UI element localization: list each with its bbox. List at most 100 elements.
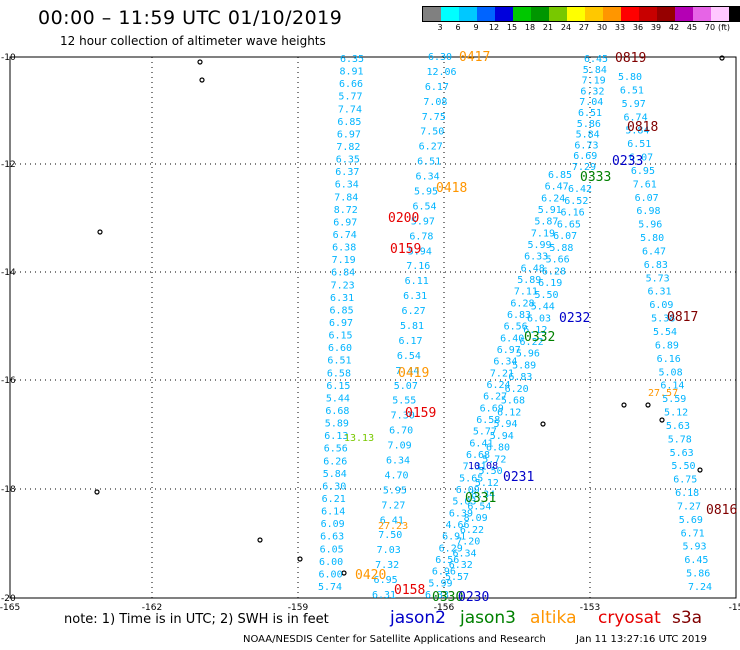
island-outline bbox=[645, 402, 651, 408]
swh-value: 7.19 bbox=[531, 228, 555, 239]
colorbar-tick-label: 12 bbox=[488, 23, 500, 32]
swh-value: 6.34 bbox=[386, 456, 410, 467]
swh-value: 6.54 bbox=[397, 351, 421, 362]
colorbar-tick-label: 70 bbox=[704, 23, 716, 32]
swh-value: 6.80 bbox=[486, 443, 510, 454]
swh-value: 5.50 bbox=[534, 290, 558, 301]
colorbar-cell bbox=[621, 7, 639, 21]
colorbar-cell bbox=[657, 7, 675, 21]
swh-value: 6.22 bbox=[460, 525, 484, 536]
colorbar-tick-label: 42 bbox=[668, 23, 680, 32]
colorbar-tick-label: 18 bbox=[524, 23, 536, 32]
swh-value: 7.50 bbox=[378, 530, 402, 541]
pass-label-altika: 0417 bbox=[459, 50, 490, 65]
swh-value: 6.27 bbox=[483, 392, 507, 403]
swh-value: 5.12 bbox=[475, 478, 499, 489]
swh-value: 7.44 bbox=[395, 366, 419, 377]
swh-value: 7.27 bbox=[381, 500, 405, 511]
footer-timestamp: Jan 11 13:27:16 UTC 2019 bbox=[576, 634, 708, 645]
lat-tick-label: -12 bbox=[1, 160, 16, 170]
swh-value: 7.75 bbox=[422, 112, 446, 123]
colorbar-tick-label: 36 bbox=[632, 23, 644, 32]
swh-value: 5.80 bbox=[618, 72, 642, 83]
colorbar-cell bbox=[531, 7, 549, 21]
swh-value: 5.73 bbox=[646, 273, 670, 284]
swh-value: 4.66 bbox=[446, 520, 470, 531]
swh-value: 6.19 bbox=[538, 278, 562, 289]
lon-tick-label: -156 bbox=[434, 603, 455, 613]
swh-value: 7.09 bbox=[388, 441, 412, 452]
swh-value: 6.22 bbox=[520, 337, 544, 348]
colorbar-tick-label: 27 bbox=[578, 23, 590, 32]
swh-value: 7.19 bbox=[582, 76, 606, 87]
swh-value: 6.91 bbox=[442, 532, 466, 543]
swh-value: 6.18 bbox=[675, 488, 699, 499]
pass-label-cryosat: 0158 bbox=[394, 583, 425, 598]
swh-value: 6.66 bbox=[339, 79, 363, 90]
island-outline bbox=[341, 570, 347, 576]
swh-value: 5.44 bbox=[531, 302, 555, 313]
swh-value: 6.05 bbox=[320, 544, 344, 555]
swh-value: 7.21 bbox=[490, 368, 514, 379]
swh-value: 6.26 bbox=[323, 456, 347, 467]
swh-value: 6.14 bbox=[321, 507, 345, 518]
page-title: 00:00 – 11:59 UTC 01/10/2019 bbox=[38, 7, 343, 29]
swh-value: 6.56 bbox=[435, 555, 459, 566]
swh-value: 5.91 bbox=[538, 205, 562, 216]
swh-value: 6.09 bbox=[321, 519, 345, 530]
swh-value: 5.80 bbox=[640, 233, 664, 244]
swh-value: 5.65 bbox=[459, 473, 483, 484]
colorbar-tick-label: 24 bbox=[560, 23, 572, 32]
swh-value: 6.51 bbox=[620, 85, 644, 96]
swh-value: 6.51 bbox=[327, 356, 351, 367]
swh-value: 6.97 bbox=[329, 318, 353, 329]
swh-value: 5.07 bbox=[394, 381, 418, 392]
swh-value: 5.89 bbox=[517, 275, 541, 286]
swh-value: 6.15 bbox=[326, 381, 350, 392]
swh-value: 6.98 bbox=[636, 206, 660, 217]
legend-jason3: jason3 bbox=[460, 608, 516, 628]
swh-value: 5.63 bbox=[666, 421, 690, 432]
swh-value: 6.95 bbox=[374, 575, 398, 586]
swh-value: 8.09 bbox=[464, 513, 488, 524]
swh-value: 6.31 bbox=[403, 291, 427, 302]
swh-value: 7.29 bbox=[572, 162, 596, 173]
swh-value: 5.38 bbox=[651, 314, 675, 325]
swh-value: 6.27 bbox=[419, 142, 443, 153]
swh-value-high: 27.23 bbox=[378, 521, 408, 532]
swh-value: 5.72 bbox=[482, 454, 506, 465]
colorbar-cell bbox=[423, 7, 441, 21]
swh-value: 6.68 bbox=[325, 406, 349, 417]
swh-value: 5.89 bbox=[325, 419, 349, 430]
swh-value: 6.35 bbox=[336, 155, 360, 166]
pass-label-jason3: 0332 bbox=[524, 330, 555, 345]
swh-value: 6.33 bbox=[425, 590, 449, 601]
swh-value: 6.09 bbox=[649, 300, 673, 311]
swh-value: 5.54 bbox=[653, 327, 677, 338]
pass-label-altika: 0420 bbox=[355, 568, 386, 583]
swh-value-high: 27.57 bbox=[648, 388, 678, 399]
swh-value: 6.17 bbox=[425, 82, 449, 93]
swh-value: 6.51 bbox=[417, 157, 441, 168]
pass-label-jason2: 0233 bbox=[612, 154, 643, 169]
swh-value: 6.60 bbox=[328, 343, 352, 354]
swh-value: 5.69 bbox=[679, 515, 703, 526]
swh-value: 6.09 bbox=[456, 485, 480, 496]
swh-value: 5.68 bbox=[501, 396, 525, 407]
lat-tick-label: -10 bbox=[1, 53, 16, 63]
swh-value: 5.08 bbox=[659, 367, 683, 378]
swh-value: 6.16 bbox=[561, 208, 585, 219]
swh-value: 6.47 bbox=[545, 182, 569, 193]
swh-value: 6.54 bbox=[412, 201, 436, 212]
pass-label-cryosat: 0200 bbox=[388, 211, 419, 226]
swh-value: 5.94 bbox=[408, 246, 432, 257]
swh-value: 6.74 bbox=[333, 230, 357, 241]
swh-value: 6.85 bbox=[330, 305, 354, 316]
pass-label-cryosat: 0159 bbox=[405, 406, 436, 421]
swh-value: 6.12 bbox=[497, 407, 521, 418]
swh-value: 5.66 bbox=[546, 255, 570, 266]
swh-value: 6.54 bbox=[467, 501, 491, 512]
swh-value: 6.35 bbox=[340, 54, 364, 65]
pass-label-altika: 0418 bbox=[436, 181, 467, 196]
